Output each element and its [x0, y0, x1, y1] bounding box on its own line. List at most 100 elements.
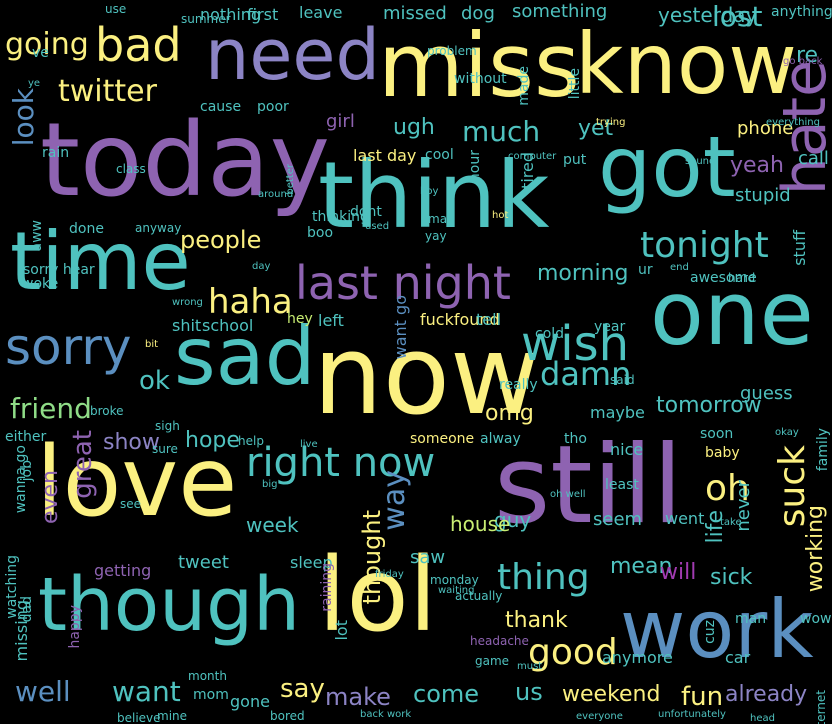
cloud-word: put	[563, 152, 587, 168]
cloud-word: yeah	[730, 153, 784, 178]
cloud-word: getting	[94, 561, 152, 580]
cloud-word: okay	[775, 427, 799, 438]
cloud-word: thank	[505, 608, 568, 633]
cloud-word: broke	[90, 404, 124, 418]
cloud-word: must	[517, 661, 543, 672]
cloud-word: ur	[638, 262, 653, 278]
cloud-word: trying	[596, 117, 626, 128]
cloud-word: left	[318, 311, 344, 330]
cloud-word: tomorrow	[656, 393, 762, 418]
cloud-word: take	[720, 517, 742, 528]
cloud-word: help	[238, 434, 264, 448]
cloud-word: hour	[467, 150, 483, 183]
cloud-word: hard	[728, 271, 756, 285]
cloud-word: woke	[22, 276, 59, 292]
cloud-word: think	[318, 142, 550, 249]
cloud-word: anything	[771, 4, 832, 20]
cloud-word: waiting	[438, 585, 475, 596]
cloud-word: happy	[67, 605, 83, 649]
cloud-word: nice	[610, 440, 644, 459]
cloud-word: cold	[535, 326, 565, 342]
cloud-word: know	[575, 15, 797, 113]
cloud-word: got	[598, 118, 736, 216]
cloud-word: headache	[470, 634, 529, 648]
cloud-word: family	[815, 428, 831, 472]
cloud-word: guy	[494, 508, 532, 532]
cloud-word: say	[280, 674, 325, 704]
cloud-word: aww	[29, 220, 45, 252]
cloud-word: thinking	[312, 209, 369, 225]
cloud-word: sigh	[155, 419, 180, 433]
cloud-word: good	[528, 632, 618, 673]
cloud-word: now	[313, 311, 540, 439]
cloud-word: sorry	[5, 318, 132, 376]
cloud-word: last day	[353, 146, 417, 165]
cloud-word: day	[252, 261, 271, 272]
cloud-word: already	[725, 682, 808, 707]
cloud-word: ye	[28, 78, 41, 89]
cloud-word: boy	[420, 186, 439, 197]
cloud-word: right now	[246, 440, 436, 486]
cloud-word: poor	[257, 99, 289, 115]
cloud-word: end	[670, 262, 689, 273]
cloud-word: went	[665, 509, 705, 528]
cloud-word: friday	[375, 569, 404, 580]
cloud-word: see	[120, 497, 142, 511]
cloud-word: back work	[360, 709, 412, 720]
cloud-word: live	[300, 439, 318, 450]
cloud-word: nothing	[200, 5, 262, 24]
cloud-word: ve	[32, 45, 49, 61]
cloud-word: said	[610, 373, 635, 387]
cloud-word: tell	[476, 310, 502, 329]
cloud-word: house	[450, 512, 511, 536]
cloud-word: internet	[814, 690, 828, 724]
cloud-word: thing	[497, 557, 590, 598]
cloud-word: everything	[766, 117, 820, 128]
cloud-word: work	[620, 583, 814, 676]
cloud-word: computer	[508, 151, 557, 162]
cloud-word: us	[515, 678, 543, 706]
cloud-word: want	[112, 675, 181, 708]
cloud-word: stupid	[735, 185, 791, 206]
cloud-word: fun	[681, 682, 724, 712]
cloud-word: saw	[410, 547, 446, 568]
cloud-word: cause	[200, 99, 242, 115]
cloud-word: watching	[4, 555, 20, 619]
cloud-word: love	[36, 426, 238, 538]
cloud-word: without	[454, 71, 507, 87]
cloud-word: problem	[427, 44, 477, 58]
cloud-word: dog	[461, 3, 495, 24]
cloud-word: still	[494, 423, 683, 548]
cloud-word: tho	[564, 431, 587, 447]
cloud-word: tonight	[640, 225, 769, 266]
cloud-word: look	[7, 88, 40, 147]
cloud-word: summer	[181, 12, 231, 26]
cloud-word: though	[38, 562, 300, 648]
cloud-word: yay	[425, 229, 447, 243]
cloud-word: hope	[185, 428, 240, 453]
cloud-word: come	[413, 680, 480, 708]
cloud-word: may	[428, 212, 455, 226]
cloud-word: mean	[610, 554, 673, 579]
cloud-word: wow	[800, 611, 832, 627]
cloud-word: everyone	[576, 711, 623, 722]
cloud-word: year	[594, 319, 626, 335]
cloud-word: omg	[485, 401, 534, 426]
cloud-word: little	[567, 68, 583, 100]
cloud-word: wanna go	[13, 445, 29, 514]
cloud-word: fuckfound	[420, 310, 500, 329]
cloud-word: done	[69, 221, 104, 237]
cloud-word: anymore	[602, 648, 673, 667]
cloud-word: damn	[540, 355, 632, 393]
cloud-word: hot	[492, 210, 509, 221]
cloud-word: least	[605, 477, 639, 493]
cloud-word: seem	[593, 509, 643, 530]
cloud-word: big	[262, 479, 278, 490]
cloud-word: rain	[42, 145, 70, 161]
cloud-word: yesterday	[658, 3, 758, 27]
cloud-word: twitter	[58, 74, 157, 109]
cloud-word: class	[116, 162, 146, 176]
cloud-word: haha	[208, 282, 293, 322]
cloud-word: wish	[521, 316, 630, 372]
